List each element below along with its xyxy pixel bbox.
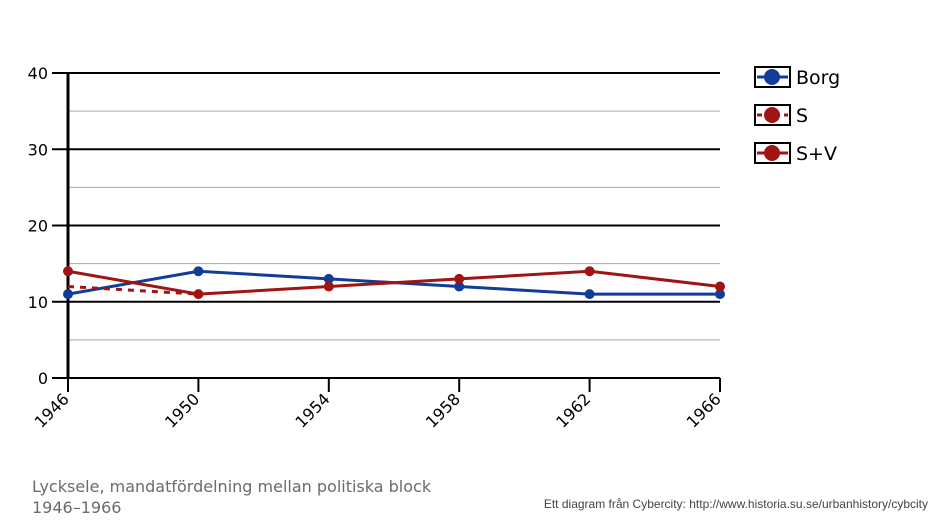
data-point-borg [193, 266, 204, 277]
data-point-s-v [715, 281, 725, 292]
x-axis-ticks: 1946 1950 1954 1958 1962 1966 [31, 378, 725, 432]
data-point-borg [63, 289, 73, 300]
data-point-borg [323, 273, 334, 284]
y-axis-ticks: 0 10 20 30 40 [28, 64, 68, 388]
data-point-borg [715, 289, 725, 300]
y-tick-label: 40 [28, 64, 48, 83]
data-point-s-v [454, 273, 465, 284]
y-tick-label: 0 [38, 369, 48, 388]
legend: Borg S S+V [754, 66, 840, 165]
chart-caption: Lycksele, mandatfördelning mellan politi… [32, 477, 432, 517]
x-tick-label: 1954 [291, 389, 333, 431]
series-line-s [67, 285, 199, 296]
grid-lines [68, 72, 720, 379]
y-tick-label: 20 [28, 217, 48, 236]
legend-marker-borg [764, 69, 780, 85]
line-chart: 0 10 20 30 40 1946 1950 1954 1958 1962 1966 Borg S… [28, 64, 841, 432]
legend-label-s: S [796, 105, 808, 127]
x-tick-label: 1950 [161, 389, 203, 431]
data-point-s-v [584, 266, 595, 277]
data-point-borg [584, 289, 595, 300]
data-point-s-v [323, 281, 334, 292]
data-point-borg [454, 281, 465, 292]
y-tick-label: 10 [28, 293, 48, 312]
series-group [63, 266, 725, 300]
series-line-s-v [67, 269, 721, 296]
x-tick-label: 1962 [552, 389, 594, 431]
x-tick-label: 1966 [683, 389, 725, 431]
data-point-s-v [63, 266, 73, 277]
legend-label-s-v: S+V [796, 143, 837, 165]
legend-marker-s-v [764, 145, 780, 161]
y-tick-label: 30 [28, 140, 48, 159]
source-credit: Ett diagram från Cybercity: http://www.h… [543, 497, 928, 511]
legend-marker-s [764, 107, 780, 123]
x-tick-label: 1946 [31, 389, 73, 431]
legend-label-borg: Borg [796, 67, 840, 89]
data-point-s-v [193, 289, 204, 300]
x-tick-label: 1958 [422, 389, 464, 431]
